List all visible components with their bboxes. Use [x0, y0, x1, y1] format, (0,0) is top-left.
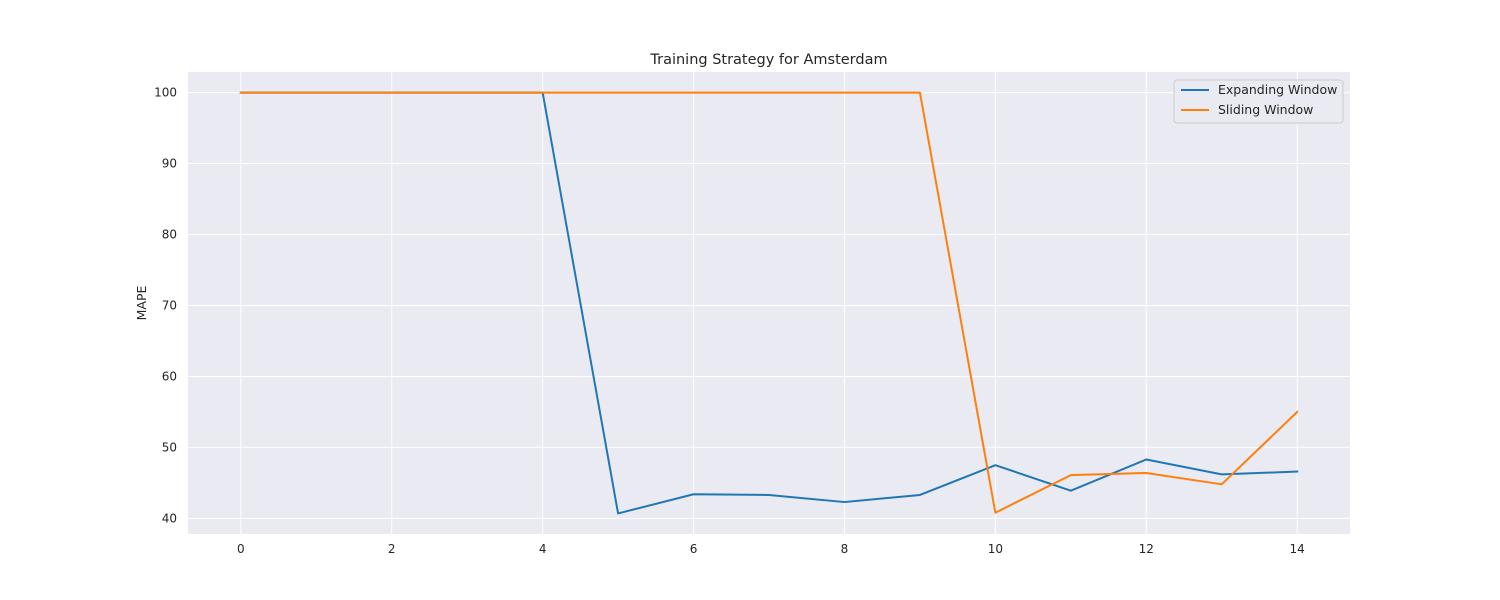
- series-line-sliding-window: [239, 91, 1299, 514]
- x-tick-label: 4: [539, 542, 547, 556]
- legend-label-sliding-window: Sliding Window: [1218, 102, 1313, 117]
- y-axis-label: MAPE: [134, 286, 149, 321]
- y-tick-label: 90: [162, 157, 177, 171]
- plot-background: [188, 72, 1350, 534]
- legend-label-expanding-window: Expanding Window: [1218, 82, 1337, 97]
- series-layer: [239, 91, 1299, 515]
- x-tick-label: 8: [841, 542, 849, 556]
- x-tick-label: 12: [1139, 542, 1154, 556]
- y-tick-label: 40: [162, 511, 177, 525]
- y-tick-label: 60: [162, 369, 177, 383]
- x-tick-label: 6: [690, 542, 698, 556]
- legend: Expanding Window Sliding Window: [1173, 79, 1344, 124]
- chart-title: Training Strategy for Amsterdam: [649, 52, 887, 68]
- legend-box: [1173, 79, 1344, 124]
- x-tick-label: 2: [388, 542, 396, 556]
- x-tick-label: 0: [237, 542, 245, 556]
- y-tick-label: 80: [162, 228, 177, 242]
- tick-labels: 0 2 4 6 8 10 12 14 40 50 60 70 80 90 100: [154, 86, 1305, 556]
- y-tick-label: 100: [154, 86, 177, 100]
- x-tick-label: 14: [1290, 542, 1305, 556]
- x-tick-label: 10: [988, 542, 1003, 556]
- y-tick-label: 50: [162, 440, 177, 454]
- y-tick-label: 70: [162, 298, 177, 312]
